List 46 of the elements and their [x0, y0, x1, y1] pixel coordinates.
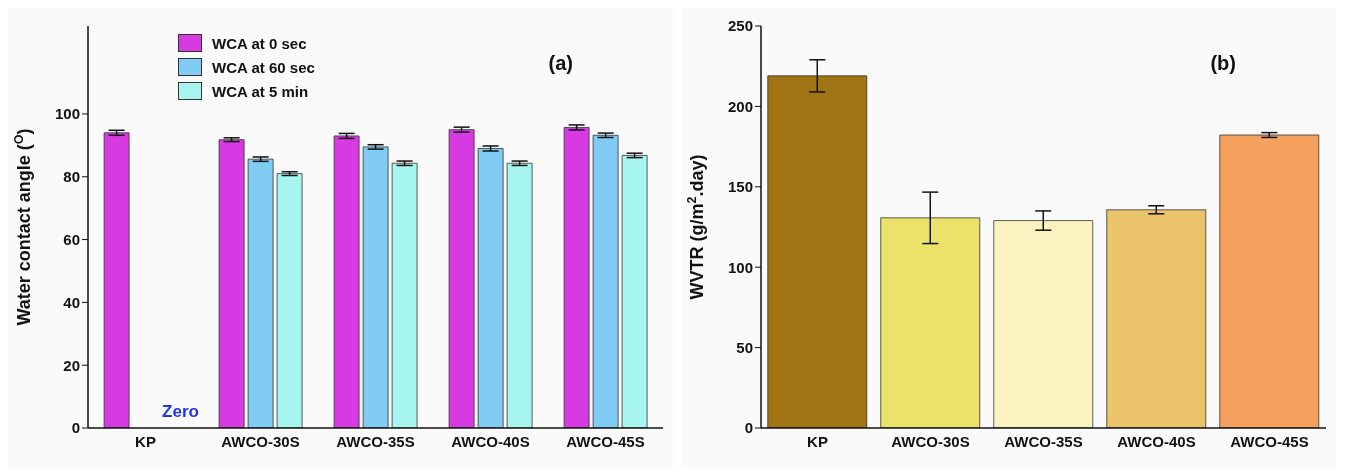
x-tick-label: AWCO-35S: [336, 432, 415, 450]
legend-label: WCA at 60 sec: [212, 58, 315, 76]
y-tick-label: 150: [727, 178, 753, 196]
bar: [592, 134, 619, 428]
y-tick-label: 250: [727, 17, 753, 35]
x-tick-label: AWCO-30S: [221, 432, 300, 450]
bar: [333, 135, 360, 428]
x-tick-label: KP: [807, 432, 828, 450]
y-tick-label: 100: [54, 105, 80, 123]
bar: [767, 75, 868, 428]
bar: [103, 132, 130, 428]
bar: [1106, 209, 1207, 428]
bar: [621, 154, 648, 428]
bar: [880, 217, 981, 428]
y-tick-label: 60: [63, 230, 80, 248]
bar: [391, 162, 418, 428]
bar: [563, 127, 590, 428]
bar: [247, 158, 274, 428]
legend-label: WCA at 0 sec: [212, 34, 307, 52]
annotation: Zero: [162, 402, 199, 421]
y-tick-label: 100: [727, 258, 753, 276]
x-tick-label: AWCO-45S: [1230, 432, 1309, 450]
y-tick-label: 0: [744, 419, 753, 437]
x-tick-label: AWCO-45S: [566, 432, 645, 450]
x-tick-label: AWCO-35S: [1004, 432, 1083, 450]
annotation: (a): [548, 52, 573, 75]
bar: [993, 220, 1094, 428]
y-tick-label: 80: [63, 168, 80, 186]
y-tick-label: 0: [71, 419, 80, 437]
bar: [276, 173, 303, 428]
bar: [506, 162, 533, 428]
legend-label: WCA at 5 min: [212, 82, 309, 100]
bar: [448, 129, 475, 428]
x-tick-label: AWCO-30S: [891, 432, 970, 450]
annotation: (b): [1210, 52, 1236, 75]
y-tick-label: 40: [63, 293, 80, 311]
bar: [477, 148, 504, 428]
y-tick-label: 20: [63, 356, 80, 374]
bar: [1219, 134, 1320, 428]
x-tick-label: AWCO-40S: [451, 432, 530, 450]
bar: [362, 146, 389, 428]
x-tick-label: AWCO-40S: [1117, 432, 1196, 450]
x-tick-label: KP: [135, 432, 156, 450]
bar: [218, 139, 245, 428]
y-tick-label: 200: [727, 97, 753, 115]
y-tick-label: 50: [736, 338, 753, 356]
